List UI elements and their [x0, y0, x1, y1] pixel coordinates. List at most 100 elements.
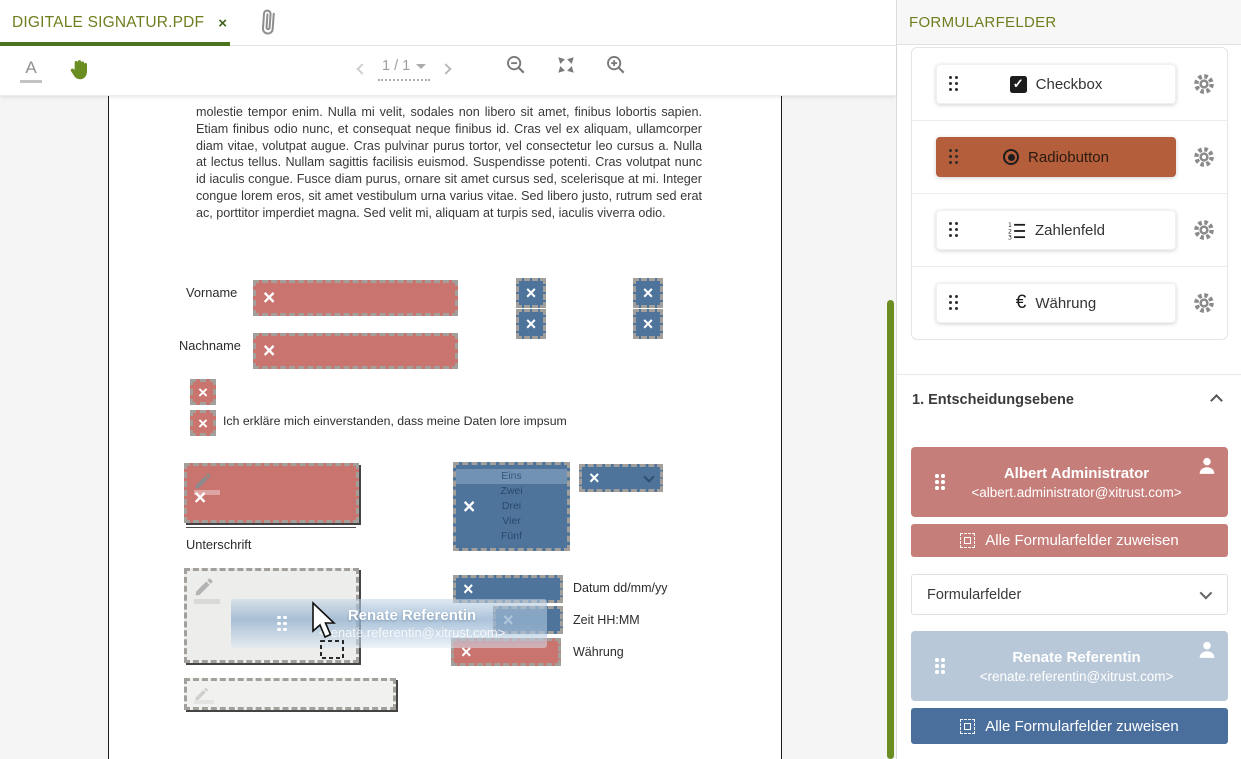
dropdown-field[interactable]: × — [579, 464, 663, 492]
drag-handle[interactable] — [949, 222, 959, 238]
checkbox-field[interactable]: × — [190, 410, 216, 436]
datum-label: Datum dd/mm/yy — [573, 581, 668, 595]
select-all-icon — [960, 718, 976, 734]
remove-field-icon[interactable]: × — [589, 468, 600, 488]
zeit-label: Zeit HH:MM — [573, 613, 640, 627]
gear-icon — [1194, 147, 1214, 167]
euro-icon: € — [1015, 292, 1027, 313]
unterschrift-label: Unterschrift — [186, 537, 252, 552]
pdf-viewport[interactable]: molestie tempor enim. Nulla mi velit, so… — [0, 96, 896, 759]
settings-button[interactable] — [1191, 72, 1217, 96]
scrollbar-thumb[interactable] — [887, 300, 894, 759]
field-type-checkbox[interactable]: ✓ Checkbox — [936, 64, 1176, 104]
document-tab[interactable]: DIGITALE SIGNATUR.PDF × — [0, 0, 230, 46]
previous-page-button[interactable] — [356, 62, 368, 75]
svg-text:1: 1 — [1008, 222, 1012, 229]
listbox-field[interactable]: Eins Zwei Drei Vier Fünf × — [453, 462, 570, 551]
page-indicator: 1 / 1 — [382, 58, 411, 74]
tab-bar: DIGITALE SIGNATUR.PDF × — [0, 0, 896, 46]
decision-level-header[interactable]: 1. Entscheidungsebene — [897, 375, 1241, 408]
user-name: Renate Referentin — [1012, 648, 1141, 666]
drag-ghost-user-card[interactable]: Renate Referentin <renate.referentin@xit… — [231, 599, 547, 648]
radio-field[interactable]: × — [516, 278, 546, 308]
assign-button-label: Alle Formularfelder zuweisen — [985, 532, 1179, 549]
formularfelder-dropdown[interactable]: Formularfelder — [911, 574, 1228, 615]
drag-handle — [277, 615, 287, 632]
settings-button[interactable] — [1191, 291, 1217, 315]
tab-close-icon[interactable]: × — [218, 14, 227, 32]
select-all-icon — [960, 533, 976, 548]
radio-field[interactable]: × — [633, 278, 663, 308]
remove-field-icon[interactable]: × — [463, 495, 476, 518]
remove-field-icon[interactable]: × — [463, 579, 474, 599]
remove-field-icon[interactable]: × — [198, 382, 208, 402]
assign-all-fields-button[interactable]: Alle Formularfelder zuweisen — [911, 708, 1228, 744]
nachname-text-field[interactable]: × — [253, 333, 458, 369]
vorname-text-field[interactable]: × — [253, 280, 458, 316]
drag-handle[interactable] — [935, 474, 945, 490]
field-type-label: Zahlenfeld — [1034, 221, 1106, 239]
waehrung-label: Währung — [573, 645, 624, 659]
settings-button[interactable] — [1191, 218, 1217, 242]
assign-button-label: Alle Formularfelder zuweisen — [985, 717, 1179, 735]
radiobutton-icon — [1003, 149, 1020, 165]
remove-field-icon[interactable]: × — [263, 339, 276, 363]
nachname-label: Nachname — [179, 338, 241, 353]
attachments-tab[interactable] — [248, 2, 288, 44]
drag-handle[interactable] — [949, 149, 959, 165]
field-type-label: Checkbox — [1035, 75, 1103, 93]
listbox-option: Vier — [502, 515, 521, 527]
hand-icon — [70, 60, 88, 80]
field-type-label: Währung — [1035, 294, 1097, 312]
remove-field-icon[interactable]: × — [263, 286, 276, 310]
pencil-icon — [195, 578, 213, 596]
gear-icon — [1194, 74, 1214, 94]
ghost-user-name: Renate Referentin — [347, 607, 477, 624]
listbox-option: Fünf — [500, 530, 522, 542]
signature-field[interactable]: × — [184, 463, 359, 523]
radio-field[interactable]: × — [516, 309, 546, 339]
field-type-waehrung[interactable]: € Währung — [936, 283, 1176, 323]
drag-handle[interactable] — [949, 295, 959, 311]
assign-all-fields-button[interactable]: Alle Formularfelder zuweisen — [911, 524, 1228, 557]
settings-button[interactable] — [1191, 145, 1217, 169]
user-card-renate[interactable]: Renate Referentin <renate.referentin@xit… — [911, 631, 1228, 701]
remove-field-icon[interactable]: × — [461, 642, 472, 662]
field-type-row: € Währung — [912, 266, 1227, 339]
remove-field-icon[interactable]: × — [642, 314, 654, 334]
page-selector[interactable]: 1 / 1 — [378, 56, 431, 81]
svg-text:3: 3 — [1008, 234, 1012, 239]
hand-tool-button[interactable] — [66, 56, 92, 89]
remove-field-icon[interactable]: × — [642, 283, 654, 303]
collapse-chevron-icon[interactable] — [1210, 393, 1223, 407]
field-type-radiobutton[interactable]: Radiobutton — [936, 137, 1176, 177]
next-page-button[interactable] — [440, 62, 452, 75]
empty-signature-field[interactable] — [184, 678, 396, 710]
zoom-out-button[interactable] — [505, 54, 527, 76]
text-field-tool-button[interactable]: A — [20, 58, 42, 83]
remove-field-icon[interactable]: × — [525, 283, 537, 303]
pencil-icon — [195, 687, 209, 701]
drag-handle[interactable] — [935, 658, 945, 674]
form-fields-panel: FORMULARFELDER ✓ Checkbox Radiobutton — [896, 0, 1241, 759]
panel-header: FORMULARFELDER — [897, 0, 1241, 45]
radio-field[interactable]: × — [633, 309, 663, 339]
listbox-option: Drei — [501, 500, 522, 512]
remove-field-icon[interactable]: × — [194, 486, 207, 510]
remove-field-icon[interactable]: × — [525, 314, 537, 334]
user-card-albert[interactable]: Albert Administrator <albert.administrat… — [911, 447, 1228, 517]
fit-to-screen-button[interactable] — [555, 54, 577, 76]
zoom-in-button[interactable] — [605, 54, 627, 76]
remove-field-icon[interactable]: × — [198, 413, 208, 433]
pencil-underline — [194, 700, 214, 704]
field-type-label: Radiobutton — [1028, 148, 1109, 166]
drag-handle[interactable] — [949, 76, 959, 92]
checkbox-icon: ✓ — [1009, 75, 1027, 93]
checkbox-field[interactable]: × — [190, 379, 216, 405]
active-tab-underline — [0, 42, 230, 46]
svg-text:2: 2 — [1008, 228, 1012, 235]
ghost-user-email: <renate.referentin@xitrust.com> — [318, 625, 506, 640]
pencil-icon — [195, 473, 211, 489]
